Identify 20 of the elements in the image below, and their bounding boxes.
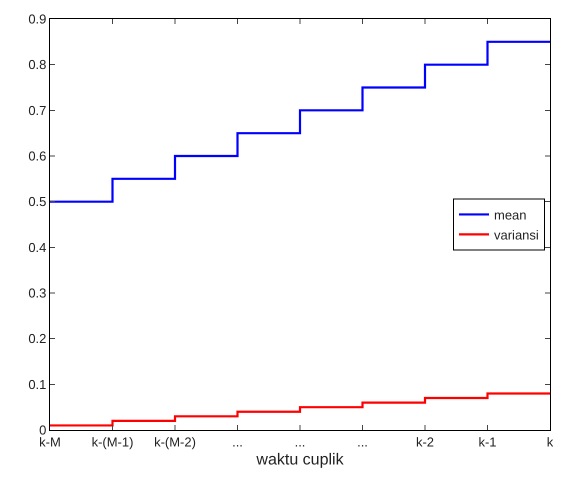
y-tick-label: 0.6 (28, 148, 46, 164)
y-tick-label: 0.3 (28, 286, 46, 301)
x-axis-title: waktu cuplik (255, 451, 345, 468)
y-tick-label: 0.7 (28, 102, 46, 118)
legend-label: variansi (494, 227, 539, 242)
legend-label: mean (494, 208, 527, 223)
x-tick-label: k-(M-1) (92, 434, 134, 450)
x-tick-label: k (546, 434, 554, 450)
y-tick-label: 0.4 (28, 240, 46, 255)
y-tick-label: 0.2 (28, 331, 46, 346)
y-tick-label: 0.5 (28, 194, 46, 210)
x-tick-label: k-1 (478, 434, 497, 450)
x-tick-label: ... (357, 434, 368, 450)
y-tick-label: 0.1 (28, 376, 46, 392)
y-tick-label: 0.9 (28, 12, 46, 27)
x-tick-label: ... (294, 434, 306, 450)
x-tick-label: k-(M-2) (154, 434, 196, 450)
x-tick-label: ... (232, 434, 243, 450)
x-tick-label: k-2 (416, 434, 434, 450)
y-tick-label: 0.8 (28, 57, 46, 72)
